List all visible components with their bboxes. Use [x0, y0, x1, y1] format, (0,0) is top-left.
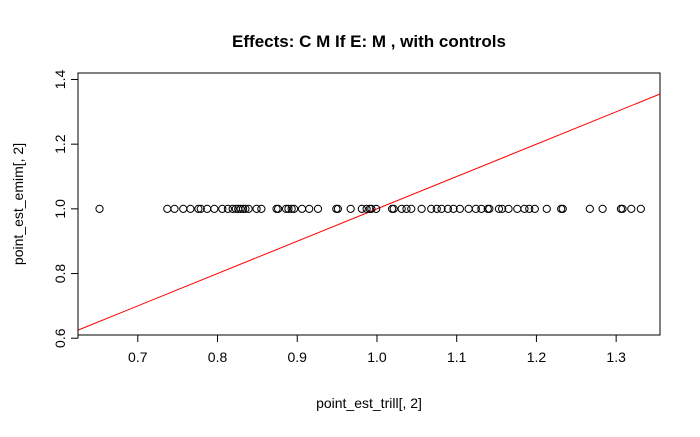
data-point — [389, 204, 398, 213]
data-point — [598, 204, 607, 213]
data-point — [618, 204, 627, 213]
y-tick-label: 1.0 — [52, 199, 68, 219]
data-point — [241, 204, 250, 213]
data-point — [346, 204, 355, 213]
data-point — [494, 204, 504, 213]
data-point — [332, 204, 341, 213]
data-point — [558, 204, 567, 213]
data-point — [367, 204, 376, 213]
data-point — [525, 204, 534, 213]
data-point — [272, 204, 281, 213]
data-point — [236, 204, 245, 213]
data-point — [437, 204, 446, 213]
data-point — [218, 204, 227, 213]
x-tick-label: 0.8 — [208, 349, 228, 365]
data-point — [585, 204, 594, 213]
data-point — [443, 204, 453, 213]
data-point — [95, 204, 104, 213]
data-point — [542, 204, 551, 213]
data-point — [513, 204, 522, 213]
data-point — [627, 204, 636, 213]
data-point — [274, 204, 283, 213]
data-point — [252, 204, 261, 213]
y-axis-label: point_est_emim[, 2] — [10, 143, 26, 265]
x-tick-label: 0.7 — [128, 349, 148, 365]
data-point — [530, 204, 539, 213]
chart-title: Effects: C M If E: M , with controls — [232, 32, 506, 51]
x-tick-label: 0.9 — [288, 349, 308, 365]
data-point — [333, 204, 343, 213]
data-point — [186, 204, 195, 213]
data-point — [223, 204, 232, 213]
data-point — [520, 204, 529, 213]
data-point — [297, 204, 307, 213]
points-layer — [95, 204, 645, 213]
data-point — [228, 204, 237, 213]
x-tick-label: 1.3 — [606, 349, 626, 365]
data-point — [407, 204, 416, 213]
x-axis-label: point_est_trill[, 2] — [316, 395, 422, 411]
data-point — [397, 204, 406, 213]
data-point — [449, 204, 458, 213]
data-point — [287, 204, 296, 213]
data-point — [427, 204, 436, 213]
data-point — [616, 204, 626, 213]
data-point — [455, 204, 464, 213]
data-point — [194, 204, 203, 213]
data-point — [244, 204, 253, 213]
x-axis: 0.7 0.8 0.9 1.0 1.1 1.2 1.3 — [128, 334, 626, 365]
data-point — [170, 204, 179, 213]
data-point — [498, 204, 507, 213]
data-point — [417, 204, 426, 213]
data-point — [362, 204, 371, 213]
y-axis: 0.6 0.8 1.0 1.2 1.4 — [52, 70, 79, 348]
y-tick-label: 1.4 — [52, 70, 68, 90]
plot-frame — [77, 72, 661, 336]
x-tick-label: 1.2 — [527, 349, 547, 365]
data-point — [257, 204, 266, 213]
y-tick-label: 0.8 — [52, 264, 68, 284]
data-point — [284, 204, 293, 213]
data-point — [636, 204, 645, 213]
data-point — [402, 204, 411, 213]
data-point — [305, 204, 314, 213]
data-point — [372, 204, 381, 213]
data-point — [504, 204, 513, 213]
data-point — [471, 204, 480, 213]
data-point — [485, 204, 494, 213]
data-point — [313, 204, 323, 213]
data-point — [557, 204, 566, 213]
x-tick-label: 1.1 — [447, 349, 467, 365]
data-point — [289, 204, 299, 213]
y-tick-label: 1.2 — [52, 134, 68, 154]
y-tick-label: 0.6 — [52, 328, 68, 348]
data-point — [179, 204, 188, 213]
data-point — [464, 204, 473, 213]
data-point — [281, 204, 291, 213]
data-point — [432, 204, 441, 213]
data-point — [357, 204, 366, 213]
data-point — [477, 204, 486, 213]
x-tick-label: 1.0 — [367, 349, 387, 365]
data-point — [210, 204, 219, 213]
data-point — [163, 204, 172, 213]
data-point — [238, 204, 248, 213]
data-point — [388, 204, 397, 213]
data-point — [196, 204, 205, 213]
